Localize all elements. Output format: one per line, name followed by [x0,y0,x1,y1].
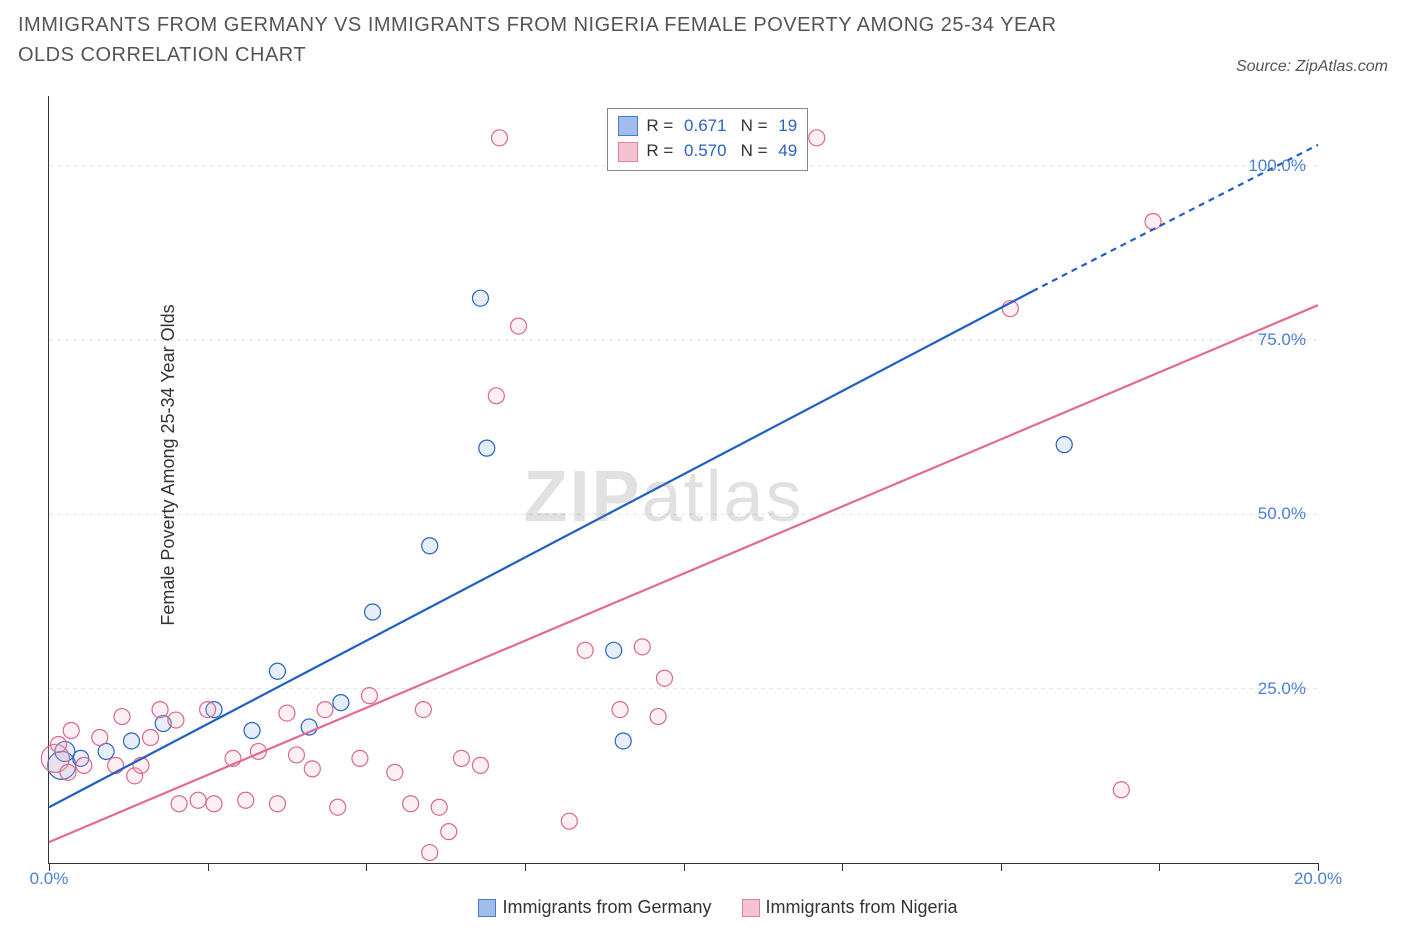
legend-R-label: R = [646,141,673,160]
legend-R-label: R = [646,116,673,135]
y-tick-label: 25.0% [1258,679,1306,699]
y-tick-label: 50.0% [1258,504,1306,524]
legend-series-label: Immigrants from Germany [502,897,711,917]
x-tick-mark [366,863,367,871]
x-tick-mark [1001,863,1002,871]
legend-stat-row: R = 0.671 N = 19 [618,113,797,139]
legend-swatch [742,899,760,917]
scatter-plot: ZIPatlas R = 0.671N = 19R = 0.570N = 49 … [48,96,1318,864]
legend-swatch [478,899,496,917]
x-tick-mark [842,863,843,871]
source-label: Source: ZipAtlas.com [1236,58,1388,76]
legend-swatch [618,142,638,162]
chart-title: IMMIGRANTS FROM GERMANY VS IMMIGRANTS FR… [18,10,1118,70]
y-tick-label: 100.0% [1248,156,1306,176]
x-tick-mark [684,863,685,871]
x-tick-mark [208,863,209,871]
legend-N-label: N = [741,116,768,135]
legend-R-value: 0.570 [684,141,727,160]
legend-series: Immigrants from Germany Immigrants from N… [0,897,1406,918]
legend-R-value: 0.671 [684,116,727,135]
x-tick-mark [525,863,526,871]
x-tick-label: 20.0% [1294,869,1342,889]
x-tick-label: 0.0% [30,869,69,889]
legend-N-value: 19 [778,116,797,135]
legend-N-value: 49 [778,141,797,160]
plot-canvas [49,96,1318,863]
y-tick-label: 75.0% [1258,330,1306,350]
legend-N-label: N = [741,141,768,160]
x-tick-mark [1159,863,1160,871]
legend-stats: R = 0.671 N = 19 R = 0.570 N = 49 [607,108,808,171]
legend-stat-row: R = 0.570 N = 49 [618,138,797,164]
legend-series-label: Immigrants from Nigeria [766,897,958,917]
legend-swatch [618,116,638,136]
